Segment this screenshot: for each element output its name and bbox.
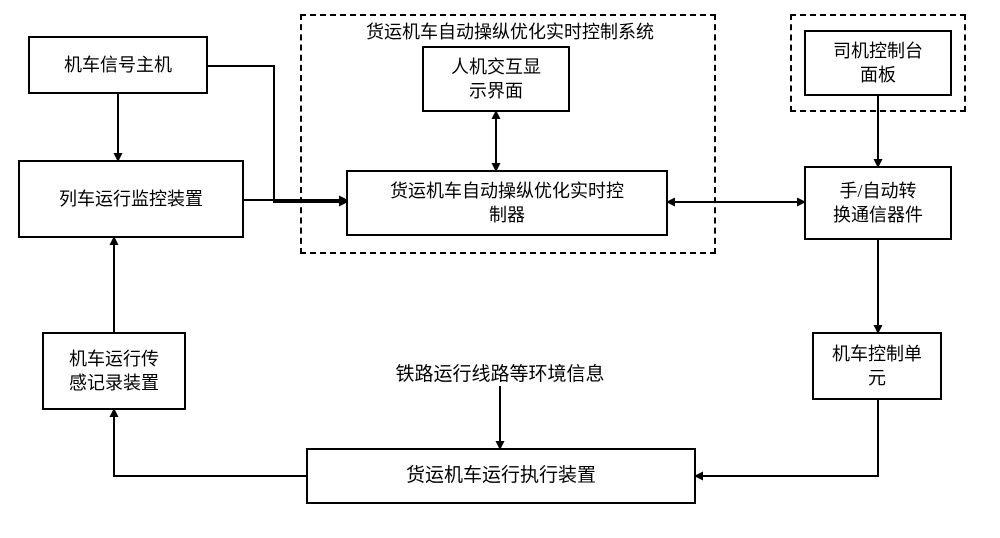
node-hmi: 人机交互显示界面: [422, 46, 570, 112]
node-driver-panel: 司机控制台面板: [804, 30, 952, 96]
node-train-monitor: 列车运行监控装置: [18, 160, 244, 238]
node-label: 手/自动转换通信器件: [833, 179, 923, 228]
node-label: 货运机车自动操纵优化实时控制器: [390, 179, 624, 228]
node-label: 司机控制台面板: [833, 39, 923, 88]
node-label: 机车信号主机: [64, 53, 172, 77]
node-rt-controller: 货运机车自动操纵优化实时控制器: [346, 170, 668, 236]
node-label: 机车运行传感记录装置: [69, 347, 159, 396]
node-loco-ctrl: 机车控制单元: [812, 332, 942, 400]
node-signal-host: 机车信号主机: [28, 36, 208, 94]
node-auto-switch: 手/自动转换通信器件: [804, 166, 952, 240]
node-exec-device: 货运机车运行执行装置: [306, 448, 696, 504]
node-label: 机车控制单元: [832, 342, 922, 391]
node-sense-record: 机车运行传感记录装置: [42, 332, 186, 410]
edge-lococtrl-to-exec: [696, 400, 878, 476]
system-group-title: 货运机车自动操纵优化实时控制系统: [340, 20, 680, 44]
edge-exec-to-sense: [114, 410, 306, 476]
node-label: 人机交互显示界面: [451, 55, 541, 104]
node-label: 列车运行监控装置: [59, 187, 203, 211]
node-label: 货运机车运行执行装置: [406, 463, 596, 489]
diagram-canvas: 货运机车自动操纵优化实时控制系统 机车信号主机 列车运行监控装置 机车运行传感记…: [0, 0, 1000, 538]
env-info-label: 铁路运行线路等环境信息: [350, 362, 650, 388]
